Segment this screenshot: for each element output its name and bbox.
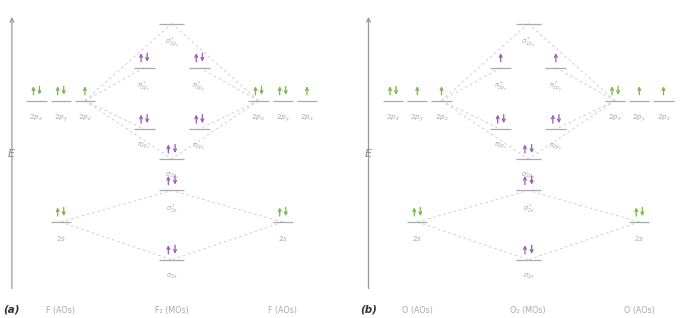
Text: $\pi_{2p_x}$: $\pi_{2p_x}$ (494, 141, 508, 151)
Text: F₂ (MOs): F₂ (MOs) (155, 306, 188, 315)
Text: $\sigma_{2p_z}$: $\sigma_{2p_z}$ (522, 171, 536, 181)
Text: O (AOs): O (AOs) (624, 306, 655, 315)
Text: $\pi^*_{2p_x}$: $\pi^*_{2p_x}$ (494, 80, 508, 94)
Text: $2p_{x}$: $2p_{x}$ (386, 113, 400, 123)
Text: $2s$: $2s$ (634, 234, 645, 243)
Text: (b): (b) (360, 305, 377, 315)
Text: $\pi_{2p_x}$: $\pi_{2p_x}$ (137, 141, 151, 151)
Text: $\pi^*_{2p_x}$: $\pi^*_{2p_x}$ (137, 80, 151, 94)
Text: $2p_{z}$: $2p_{z}$ (657, 113, 671, 123)
Text: $\sigma_{2s}$: $\sigma_{2s}$ (166, 272, 177, 281)
Text: $2p_{y}$: $2p_{y}$ (410, 113, 424, 124)
Text: $\sigma_{2p_z}$: $\sigma_{2p_z}$ (164, 171, 178, 181)
Text: $\pi_{2p_y}$: $\pi_{2p_y}$ (549, 141, 563, 153)
Text: $2s$: $2s$ (278, 234, 288, 243)
Text: $\sigma^*_{2p_z}$: $\sigma^*_{2p_z}$ (522, 36, 536, 50)
Text: $\pi_{2p_y}$: $\pi_{2p_y}$ (193, 141, 206, 153)
Text: $E$: $E$ (8, 147, 16, 159)
Text: $\sigma_{2s}$: $\sigma_{2s}$ (523, 272, 534, 281)
Text: O₂ (MOs): O₂ (MOs) (510, 306, 546, 315)
Text: $\sigma^*_{2s}$: $\sigma^*_{2s}$ (166, 203, 177, 216)
Text: $\pi^*_{2p_y}$: $\pi^*_{2p_y}$ (549, 80, 563, 95)
Text: $\sigma^*_{2s}$: $\sigma^*_{2s}$ (523, 203, 534, 216)
Text: $2p_{x}$: $2p_{x}$ (29, 113, 43, 123)
Text: F (AOs): F (AOs) (46, 306, 75, 315)
Text: $2p_{z}$: $2p_{z}$ (300, 113, 314, 123)
Text: F (AOs): F (AOs) (268, 306, 298, 315)
Text: $2p_{x}$: $2p_{x}$ (251, 113, 265, 123)
Text: $2p_{y}$: $2p_{y}$ (632, 113, 646, 124)
Text: $2s$: $2s$ (412, 234, 422, 243)
Text: $2p_{z}$: $2p_{z}$ (78, 113, 92, 123)
Text: $2p_{x}$: $2p_{x}$ (608, 113, 622, 123)
Text: O (AOs): O (AOs) (402, 306, 433, 315)
Text: (a): (a) (4, 305, 20, 315)
Text: $2s$: $2s$ (55, 234, 66, 243)
Text: $\pi^*_{2p_y}$: $\pi^*_{2p_y}$ (193, 80, 206, 95)
Text: $2p_{z}$: $2p_{z}$ (435, 113, 449, 123)
Text: $E$: $E$ (364, 147, 373, 159)
Text: $\sigma^*_{2p_z}$: $\sigma^*_{2p_z}$ (164, 36, 178, 50)
Text: $2p_{y}$: $2p_{y}$ (54, 113, 68, 124)
Text: $2p_{y}$: $2p_{y}$ (276, 113, 290, 124)
